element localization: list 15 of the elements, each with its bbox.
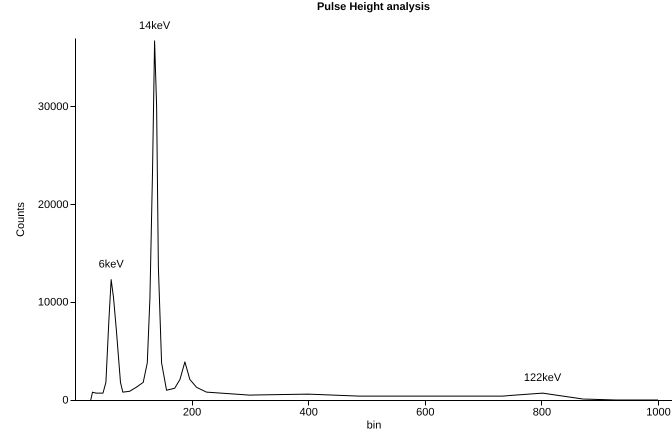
chart-title: Pulse Height analysis bbox=[316, 0, 430, 13]
y-axis-title: Counts bbox=[14, 202, 27, 237]
annotation: 122keV bbox=[524, 372, 562, 384]
x-tick-label: 1000 bbox=[646, 406, 671, 418]
annotation: 6keV bbox=[98, 258, 124, 271]
x-axis-title: bin bbox=[366, 420, 382, 432]
y-tick-label: 20000 bbox=[38, 198, 68, 211]
y-tick-label: 10000 bbox=[38, 296, 68, 309]
y-tick-label: 30000 bbox=[38, 100, 68, 113]
x-tick-label: 800 bbox=[532, 406, 552, 418]
x-tick-label: 400 bbox=[300, 406, 318, 418]
annotation: 14keV bbox=[138, 20, 171, 32]
x-tick-label: 200 bbox=[182, 406, 202, 418]
y-tick-label: 0 bbox=[62, 394, 68, 406]
x-tick-label: 600 bbox=[416, 406, 434, 418]
